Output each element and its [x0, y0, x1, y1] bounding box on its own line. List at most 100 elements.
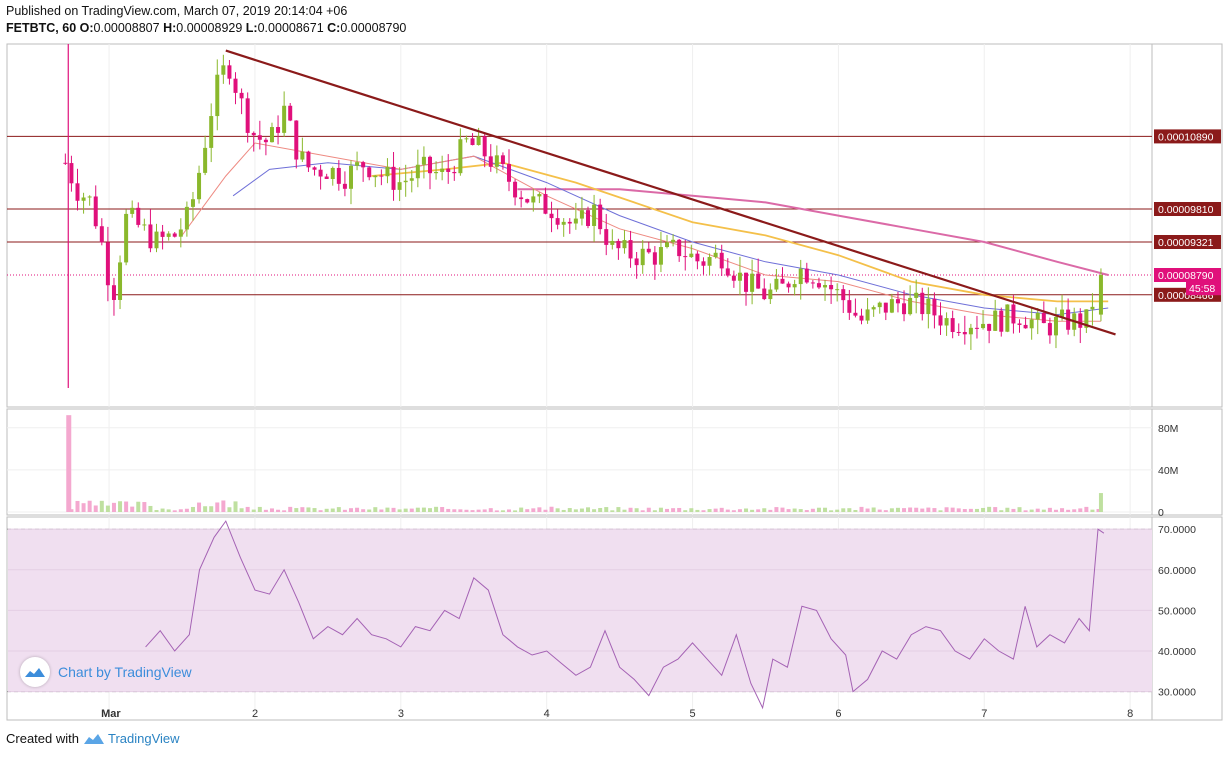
candle-body	[1084, 309, 1089, 328]
candle-body	[561, 221, 566, 225]
volume-bar	[962, 509, 967, 512]
tradingview-footer-icon	[83, 734, 104, 744]
candle-body	[1005, 304, 1010, 332]
volume-bar	[1041, 509, 1046, 512]
candle-body	[482, 136, 487, 157]
volume-bar	[385, 507, 390, 512]
low-label: L:	[245, 21, 258, 35]
volume-bar	[865, 508, 870, 512]
candle-body	[737, 272, 742, 281]
volume-bar	[245, 506, 250, 512]
volume-bar	[914, 507, 919, 512]
x-axis-label: 8	[1127, 708, 1133, 720]
candle-body	[142, 224, 147, 226]
volume-bar	[336, 507, 341, 512]
volume-bar	[251, 509, 256, 512]
price-tag	[1154, 202, 1221, 216]
footer-brand[interactable]: TradingView	[107, 731, 180, 746]
volume-bar	[689, 508, 694, 512]
chart-watermark[interactable]: Chart by TradingView	[20, 657, 192, 687]
descending-trendline	[225, 49, 1116, 336]
volume-bar	[713, 508, 718, 512]
candle-body	[367, 167, 372, 178]
volume-bar	[938, 510, 943, 512]
volume-bar	[288, 506, 293, 512]
rsi-axis-label: 30.0000	[1158, 687, 1196, 699]
volume-axis-label: 40M	[1158, 465, 1178, 477]
volume-bar	[1005, 507, 1010, 512]
candle-body	[531, 196, 536, 203]
volume-bar	[1035, 508, 1040, 512]
price-tag-label: 0.00009810	[1158, 204, 1214, 216]
candle-body	[421, 156, 426, 165]
volume-bar	[294, 508, 299, 512]
volume-bar	[786, 509, 791, 512]
volume-bar	[531, 508, 536, 512]
candle-body	[658, 247, 663, 265]
volume-bar	[610, 510, 615, 512]
candle-body	[276, 127, 281, 133]
open-value: 0.00008807	[93, 21, 160, 35]
published-line: Published on TradingView.com, March 07, …	[6, 4, 348, 18]
candle-body	[99, 226, 104, 243]
candle-body	[397, 182, 402, 190]
candle-body	[525, 199, 530, 203]
candle-body	[762, 288, 767, 300]
candle-body	[847, 300, 852, 313]
volume-bar	[482, 509, 487, 512]
candle-body	[689, 253, 694, 258]
candle-body	[1078, 313, 1083, 328]
volume-bar	[780, 507, 785, 512]
candle-body	[774, 278, 779, 290]
candle-body	[1023, 324, 1028, 329]
candle-body	[592, 204, 597, 226]
volume-bar	[598, 507, 603, 512]
volume-bar	[427, 508, 432, 512]
ma-short-line	[232, 155, 1109, 316]
volume-bar	[646, 507, 651, 512]
candle-body	[1047, 323, 1052, 336]
candle-body	[993, 310, 998, 331]
candle-body	[731, 275, 736, 281]
high-value: 0.00008929	[176, 21, 243, 35]
volume-bar	[300, 507, 305, 512]
candle-body	[434, 171, 439, 174]
candle-body	[1017, 323, 1022, 325]
volume-bar	[276, 509, 281, 512]
candle-body	[823, 285, 828, 288]
volume-bar	[348, 508, 353, 512]
candle-body	[446, 168, 451, 172]
volume-bar	[178, 509, 183, 512]
candle-body	[1035, 313, 1040, 320]
volume-bar	[282, 510, 287, 512]
volume-bar	[658, 507, 663, 512]
ohlc-line: FETBTC, 60 O:0.00008807 H:0.00008929 L:0…	[6, 21, 406, 35]
candle-body	[427, 156, 432, 174]
volume-bar	[579, 508, 584, 512]
candle-body	[956, 331, 961, 333]
price-tag	[1154, 268, 1221, 282]
candle-body	[640, 248, 645, 266]
volume-bar	[519, 507, 524, 512]
candle-body	[190, 199, 195, 207]
candle-body	[282, 105, 287, 133]
candle-body	[543, 194, 548, 214]
volume-bar	[981, 507, 986, 512]
volume-bar	[470, 510, 475, 512]
footer-created-with: Created with	[6, 731, 79, 746]
volume-bar	[701, 510, 706, 512]
candle-body	[835, 289, 840, 291]
candle-body	[798, 268, 803, 285]
candle-body	[391, 166, 396, 190]
volume-bar	[987, 506, 992, 512]
candle-body	[1060, 309, 1065, 317]
candle-body	[895, 299, 900, 304]
volume-bar	[604, 507, 609, 512]
volume-bar	[725, 509, 730, 512]
candle-body	[118, 262, 123, 300]
candle-body	[318, 169, 323, 177]
x-axis-label: 3	[398, 708, 404, 720]
volume-bar	[968, 508, 973, 512]
volume-bar	[324, 508, 329, 512]
